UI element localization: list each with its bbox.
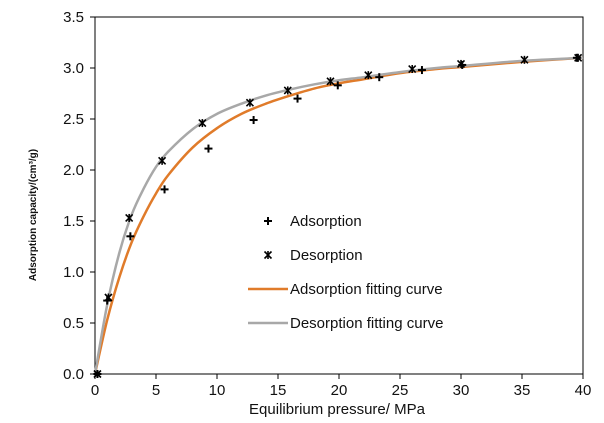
- data-points: [93, 53, 583, 379]
- x-tick-label: 0: [91, 382, 99, 399]
- data-point-plus: [417, 66, 426, 75]
- data-point-asterisk: [104, 293, 113, 302]
- data-point-asterisk: [158, 156, 167, 165]
- y-axis-title: Adsorption capacity/(cm³/g): [28, 149, 39, 281]
- data-point-asterisk: [456, 59, 466, 68]
- data-point-asterisk: [93, 369, 102, 379]
- data-point-plus: [572, 53, 581, 62]
- data-point-plus: [126, 232, 135, 241]
- legend-label: Desorption: [290, 247, 363, 264]
- legend-marker-asterisk: [263, 250, 273, 260]
- data-point-asterisk: [408, 64, 417, 74]
- y-tick-label: 0.5: [63, 315, 84, 332]
- x-tick-label: 15: [270, 382, 287, 399]
- data-point-plus: [160, 185, 169, 194]
- y-tick-label: 2.5: [63, 111, 84, 128]
- x-tick-label: 10: [209, 382, 226, 399]
- data-point-asterisk: [574, 53, 583, 62]
- x-tick-label: 30: [453, 382, 470, 399]
- data-point-asterisk: [125, 213, 134, 223]
- data-point-plus: [293, 94, 302, 103]
- x-tick-label: 20: [331, 382, 348, 399]
- legend: Adsorption Desorption Adsorption fitting c…: [248, 213, 443, 332]
- data-point-asterisk: [326, 77, 335, 86]
- data-point-asterisk: [520, 55, 529, 64]
- data-point-plus: [375, 73, 384, 82]
- y-axis: 0.0 0.5 1.0 1.5 2.0 2.5 3.0 3.5: [63, 9, 95, 383]
- x-tick-label: 40: [575, 382, 592, 399]
- y-tick-label: 1.0: [63, 264, 84, 281]
- legend-label: Adsorption: [290, 213, 362, 230]
- data-point-asterisk: [245, 98, 255, 107]
- legend-marker-plus: [264, 217, 272, 225]
- x-tick-label: 5: [152, 382, 160, 399]
- data-point-plus: [204, 144, 213, 153]
- x-tick-label: 35: [514, 382, 531, 399]
- x-axis: 0 5 10 15 20 25 30 35 40: [91, 374, 592, 399]
- data-point-asterisk: [198, 119, 207, 128]
- data-point-asterisk: [283, 86, 292, 95]
- y-tick-label: 3.5: [63, 9, 84, 26]
- data-point-plus: [333, 81, 342, 90]
- y-tick-label: 0.0: [63, 366, 84, 383]
- y-tick-label: 3.0: [63, 60, 84, 77]
- data-point-asterisk: [364, 71, 373, 80]
- legend-label: Adsorption fitting curve: [290, 281, 443, 298]
- y-tick-label: 2.0: [63, 162, 84, 179]
- y-tick-label: 1.5: [63, 213, 84, 230]
- data-point-plus: [249, 116, 258, 125]
- x-axis-title: Equilibrium pressure/ MPa: [249, 401, 426, 418]
- x-tick-label: 25: [392, 382, 409, 399]
- legend-label: Desorption fitting curve: [290, 315, 443, 332]
